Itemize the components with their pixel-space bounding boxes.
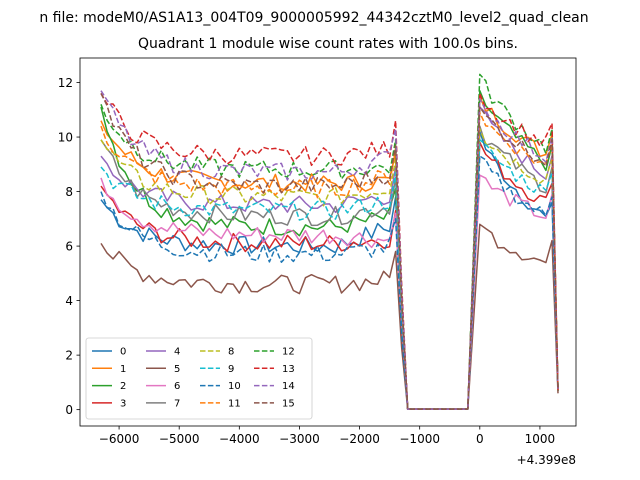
- legend-label-2: 2: [120, 381, 126, 392]
- series-lines: [100, 73, 559, 410]
- series-line-8: [100, 128, 559, 410]
- legend-label-6: 6: [174, 381, 180, 392]
- legend-label-4: 4: [174, 347, 180, 358]
- y-tick-label: 12: [58, 76, 73, 90]
- series-line-12: [100, 73, 559, 410]
- legend-label-10: 10: [228, 381, 241, 392]
- y-tick-label: 0: [65, 403, 73, 417]
- series-line-11: [100, 111, 559, 410]
- figure-title-text: n file: modeM0/AS1A13_004T09_9000005992_…: [39, 10, 589, 26]
- series-line-9: [100, 139, 559, 410]
- y-tick-label: 6: [65, 239, 73, 253]
- x-tick-label: −5000: [159, 432, 200, 446]
- series-line-2: [100, 89, 559, 410]
- legend-label-14: 14: [282, 381, 295, 392]
- x-tick-label: −6000: [99, 432, 140, 446]
- legend-label-7: 7: [174, 398, 180, 409]
- legend-box: [85, 337, 313, 420]
- y-tick-label: 10: [58, 130, 73, 144]
- axes-frame: [79, 57, 577, 427]
- legend-label-3: 3: [120, 398, 126, 409]
- y-tick-label: 2: [65, 348, 73, 362]
- legend-label-15: 15: [282, 398, 295, 409]
- series-line-13: [100, 92, 559, 410]
- x-tick-label: −4000: [219, 432, 260, 446]
- legend-label-0: 0: [120, 347, 126, 358]
- legend-label-13: 13: [282, 364, 295, 375]
- x-tick-label: −2000: [339, 432, 380, 446]
- x-tick-label: −3000: [279, 432, 320, 446]
- legend-label-8: 8: [228, 347, 234, 358]
- axes-title: Quadrant 1 module wise count rates with …: [138, 36, 518, 52]
- legend-label-5: 5: [174, 364, 180, 375]
- series-line-0: [100, 130, 559, 410]
- series-line-15: [100, 93, 559, 410]
- series-line-5: [100, 223, 559, 410]
- series-line-10: [100, 155, 559, 410]
- x-tick-label: 1000: [525, 432, 556, 446]
- x-offset-label: +4.399e8: [517, 453, 576, 467]
- legend-label-12: 12: [282, 347, 295, 358]
- legend-label-1: 1: [120, 364, 126, 375]
- series-line-14: [100, 90, 559, 410]
- y-tick-label: 4: [65, 294, 73, 308]
- x-tick-label: −1000: [399, 432, 440, 446]
- legend-label-11: 11: [228, 398, 241, 409]
- series-line-6: [100, 174, 559, 410]
- figure-title: n file: modeM0/AS1A13_004T09_9000005992_…: [0, 10, 640, 26]
- legend-label-9: 9: [228, 364, 234, 375]
- y-tick-label: 8: [65, 185, 73, 199]
- series-line-3: [100, 141, 559, 410]
- series-line-1: [100, 95, 559, 410]
- x-tick-label: 0: [476, 432, 484, 446]
